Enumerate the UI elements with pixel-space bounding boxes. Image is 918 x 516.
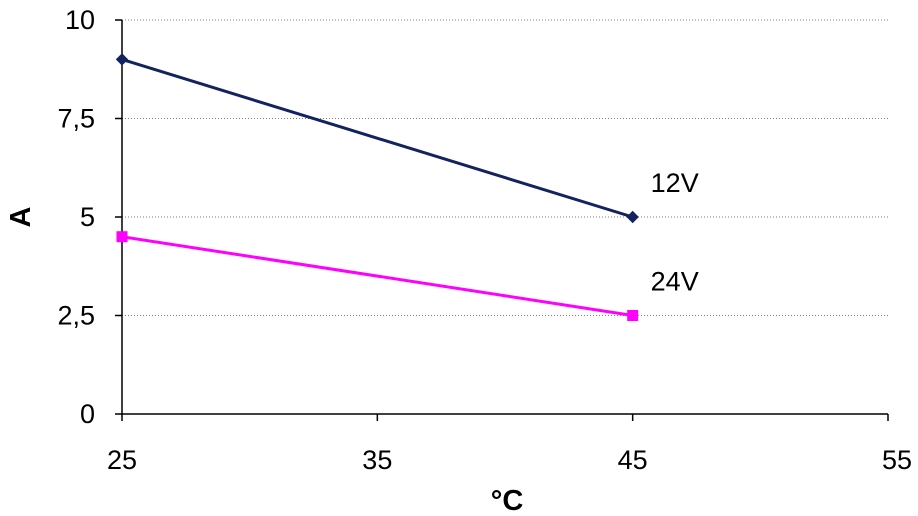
x-tick-label-0: 25: [107, 445, 137, 475]
x-tick-label-2: 45: [618, 445, 648, 475]
point-24V-1: [627, 310, 639, 321]
point-12V-0: [115, 53, 129, 66]
series-line-12V: [121, 57, 634, 219]
series-label-24V: 24V: [651, 267, 699, 297]
series-label-12V: 12V: [651, 168, 699, 198]
series-12V: 12V: [115, 53, 699, 224]
y-tick-label-3: 7,5: [57, 104, 95, 134]
y-axis-title: A: [5, 206, 37, 227]
series-24V: 24V: [116, 231, 699, 321]
y-tick-label-0: 0: [80, 399, 95, 429]
tick-labels: 0 2,5 5 7,5 10 25 35 45 55: [57, 5, 912, 475]
x-tick-label-1: 35: [362, 445, 392, 475]
series: 12V 24V: [115, 53, 699, 321]
gridlines: [122, 19, 888, 316]
point-24V-0: [116, 231, 128, 243]
x-tick-label-3: 55: [882, 445, 912, 475]
y-tick-label-1: 2,5: [57, 301, 95, 331]
tick-marks: [115, 19, 889, 421]
y-tick-label-2: 5: [80, 202, 95, 232]
x-axis-title: °C: [491, 485, 524, 516]
series-line-24V: [121, 235, 633, 317]
y-tick-label-4: 10: [65, 5, 95, 35]
point-12V-1: [626, 210, 639, 224]
